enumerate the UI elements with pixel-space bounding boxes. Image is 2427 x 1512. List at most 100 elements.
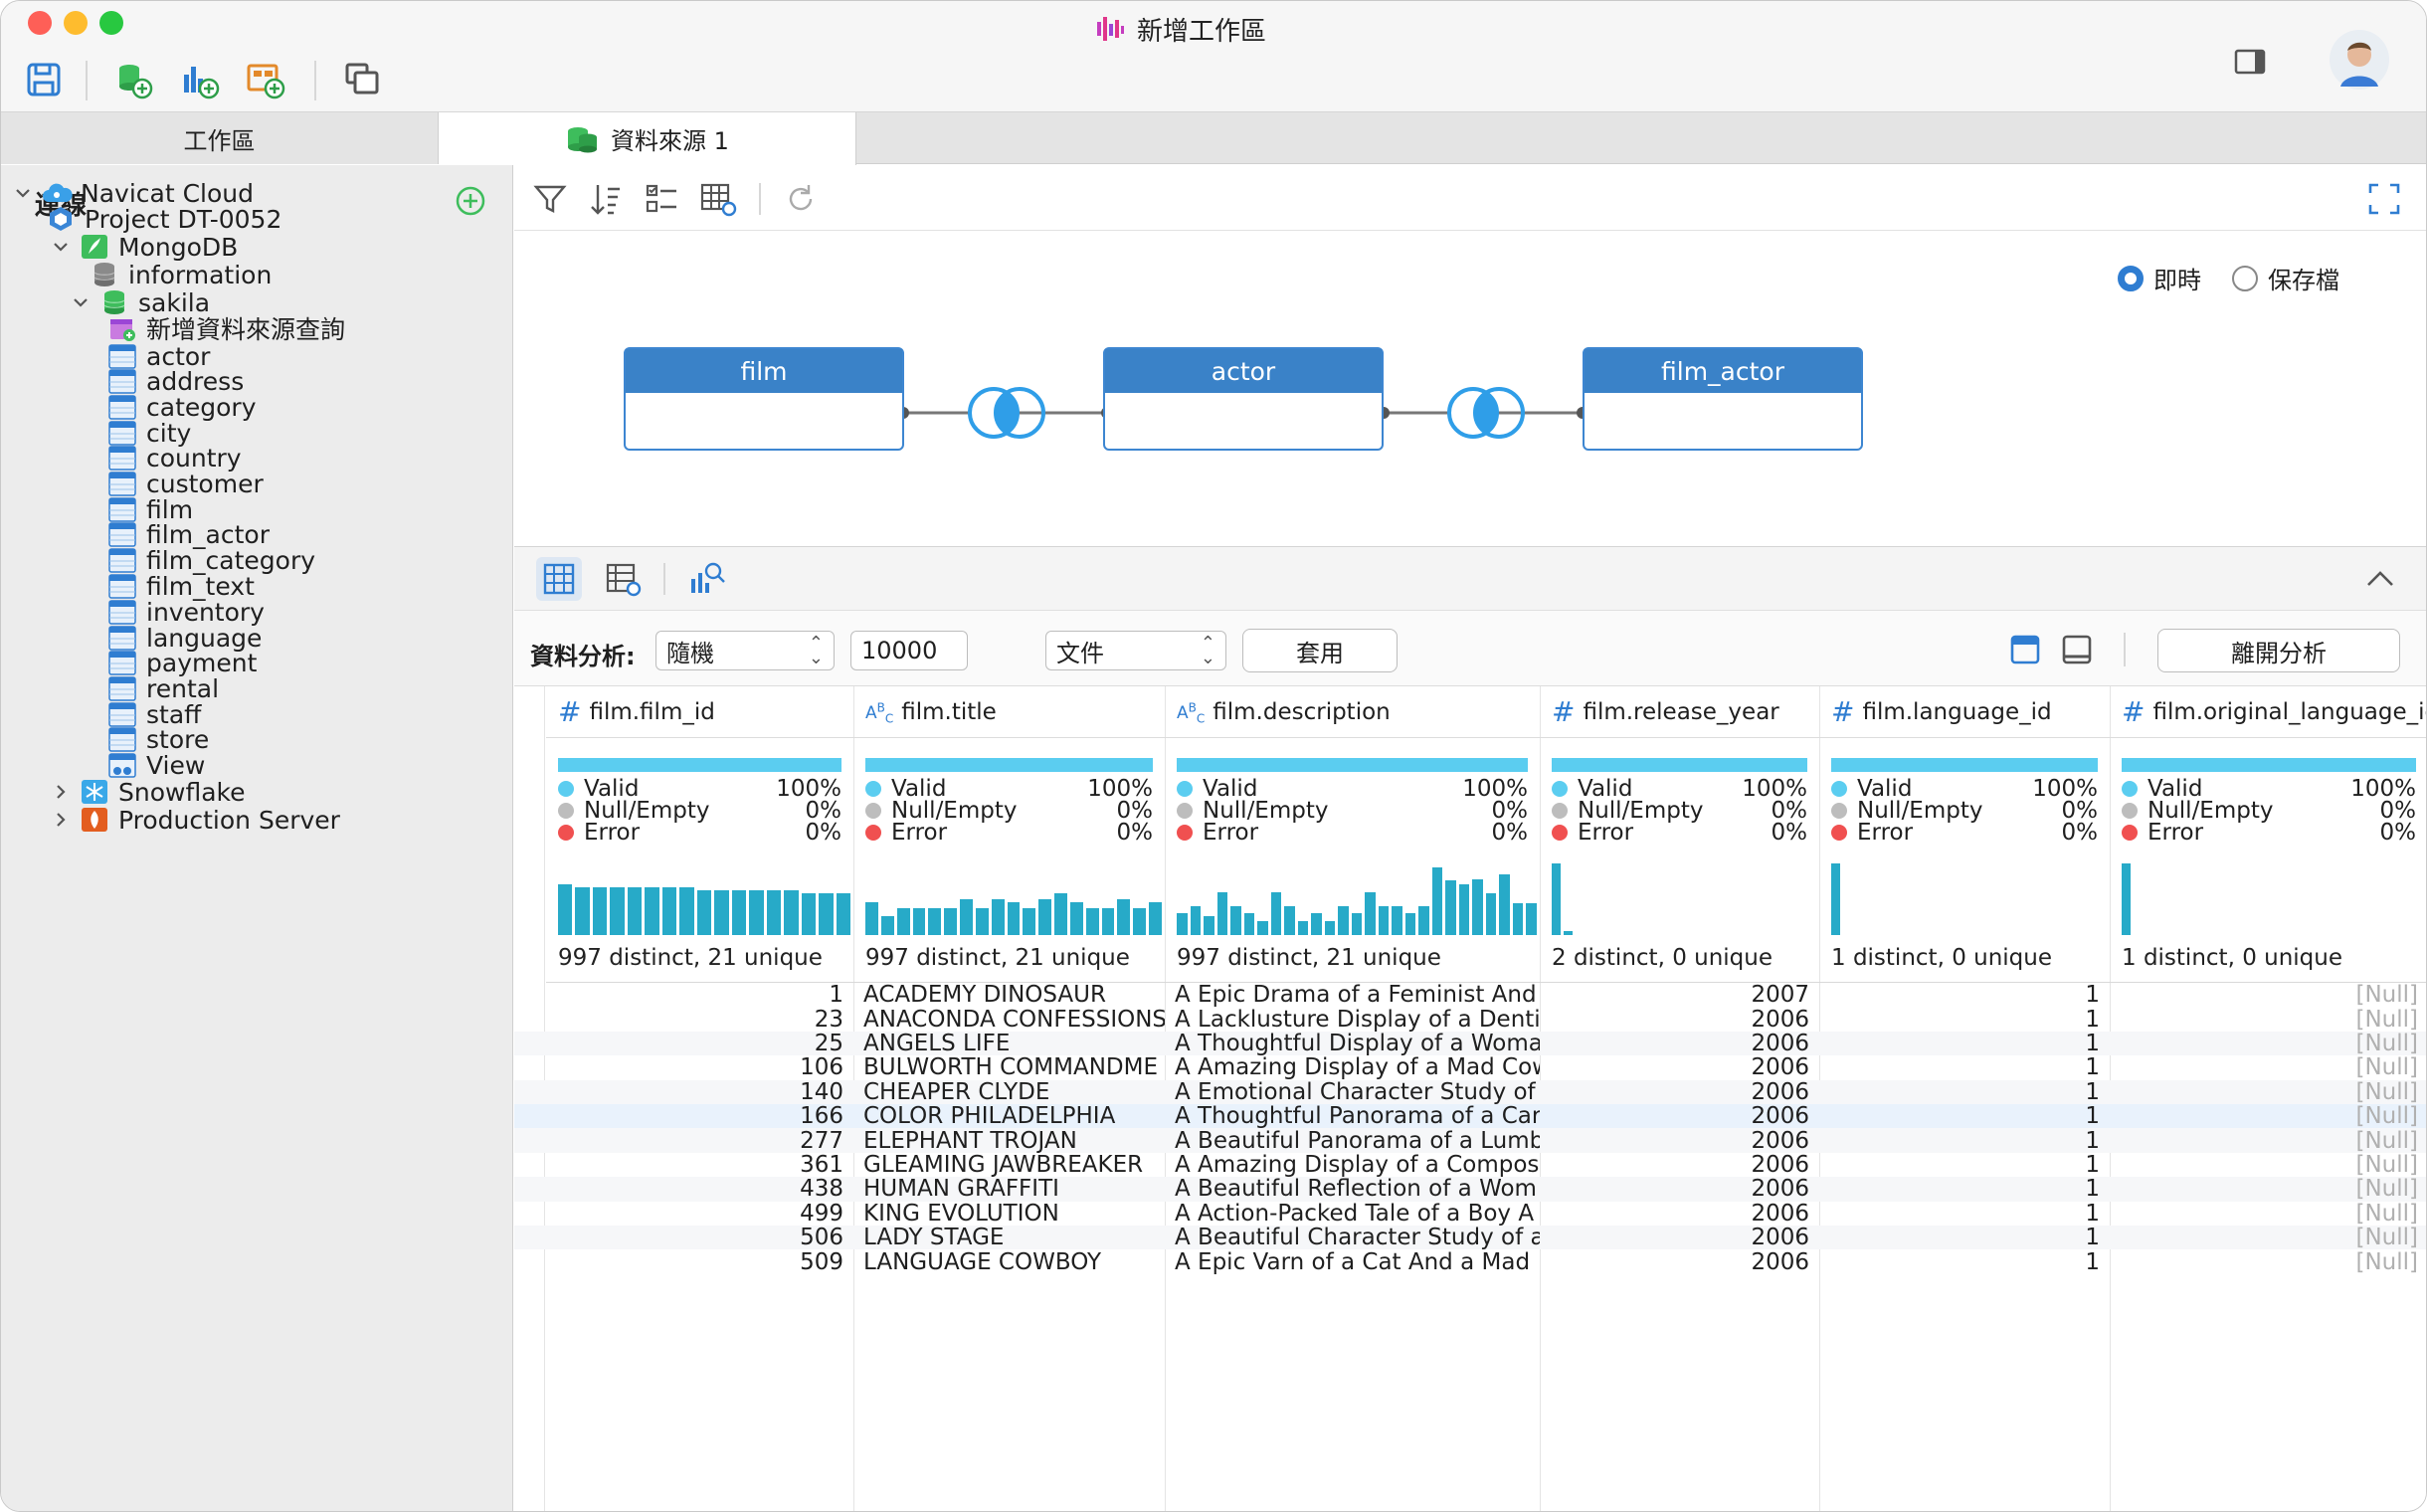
histogram-bar[interactable] xyxy=(912,907,926,935)
table-cell[interactable]: [Null] xyxy=(2355,1104,2418,1129)
tree-item[interactable]: category xyxy=(106,387,257,427)
histogram-bar[interactable] xyxy=(1378,906,1390,935)
table-row[interactable]: 106 BULWORTH COMMANDME A Amazing Display o… xyxy=(514,1055,2426,1080)
tree-item[interactable]: film xyxy=(106,489,193,529)
table-cell[interactable]: 1 xyxy=(2085,1128,2100,1153)
table-cell[interactable]: LANGUAGE COWBOY xyxy=(863,1249,1102,1274)
histogram-bar[interactable] xyxy=(1552,863,1561,935)
table-cell[interactable]: ANACONDA CONFESSIONS xyxy=(863,1007,1165,1032)
histogram-bar[interactable] xyxy=(880,916,894,935)
table-cell[interactable]: KING EVOLUTION xyxy=(863,1201,1059,1226)
column-header[interactable]: # film.language_id xyxy=(1819,686,2110,738)
fullscreen-icon[interactable] xyxy=(2366,181,2402,217)
column-header[interactable]: ABC film.description xyxy=(1165,686,1540,738)
histogram-bar[interactable] xyxy=(1392,906,1402,935)
table-cell[interactable]: A Beautiful Reflection of a Wom xyxy=(1175,1177,1537,1202)
tree-item[interactable]: information xyxy=(89,255,272,294)
table-cell[interactable]: A Amazing Display of a Compos xyxy=(1175,1152,1540,1178)
table-cell[interactable]: A Amazing Display of a Mad Cow xyxy=(1175,1055,1540,1080)
new-data-source-icon[interactable] xyxy=(112,59,154,100)
tree-item[interactable]: city xyxy=(106,413,191,453)
histogram-bar[interactable] xyxy=(896,907,910,935)
histogram-bar[interactable] xyxy=(696,890,712,935)
tree-item[interactable]: film_text xyxy=(106,566,255,606)
table-cell[interactable]: A Beautiful Panorama of a Lumb xyxy=(1175,1128,1540,1153)
table-cell[interactable]: 1 xyxy=(2085,1201,2100,1226)
table-cell[interactable]: 1 xyxy=(2085,1152,2100,1178)
histogram-bar[interactable] xyxy=(1204,916,1214,935)
histogram-bar[interactable] xyxy=(1831,863,1840,935)
close-window-button[interactable] xyxy=(28,11,52,35)
tree-item[interactable]: View xyxy=(106,745,205,785)
user-avatar[interactable] xyxy=(2329,29,2390,91)
column-header[interactable]: # film.film_id xyxy=(546,686,853,738)
table-cell[interactable]: A Epic Drama of a Feminist And a xyxy=(1175,983,1540,1008)
histogram-bar[interactable] xyxy=(1418,906,1429,935)
table-cell[interactable]: 2006 xyxy=(1751,1249,1809,1274)
mode-live[interactable]: 即時 xyxy=(2118,261,2201,295)
chevron-down-icon[interactable] xyxy=(51,237,71,257)
histogram-bar[interactable] xyxy=(1324,920,1336,935)
zoom-window-button[interactable] xyxy=(99,11,123,35)
table-cell[interactable]: 2006 xyxy=(1751,1031,1809,1056)
table-row[interactable]: 1 ACADEMY DINOSAUR A Epic Drama of a Femin… xyxy=(514,983,2426,1008)
histogram-bar[interactable] xyxy=(766,890,782,935)
table-cell[interactable]: 2006 xyxy=(1751,1128,1809,1153)
histogram-bar[interactable] xyxy=(1054,893,1067,935)
histogram-bar[interactable] xyxy=(1216,891,1228,935)
table-cell[interactable]: 166 xyxy=(800,1104,843,1129)
table-cell[interactable]: 1 xyxy=(2085,1226,2100,1250)
radio-unselected-icon[interactable] xyxy=(2232,265,2258,291)
chevron-down-icon[interactable] xyxy=(71,292,91,312)
table-cell[interactable]: COLOR PHILADELPHIA xyxy=(863,1104,1116,1129)
chevron-down-icon[interactable] xyxy=(13,183,33,203)
table-cell[interactable]: BULWORTH COMMANDME xyxy=(863,1055,1159,1080)
histogram-bar[interactable] xyxy=(731,890,747,935)
table-cell[interactable]: 361 xyxy=(800,1152,843,1178)
table-row[interactable]: 277 ELEPHANT TROJAN A Beautiful Panorama o… xyxy=(514,1128,2426,1153)
add-connection-icon[interactable] xyxy=(455,185,486,217)
table-cell[interactable]: A Emotional Character Study of a xyxy=(1175,1079,1540,1104)
histogram-bar[interactable] xyxy=(1458,884,1470,935)
table-row[interactable]: 509 LANGUAGE COWBOY A Epic Varn of a Cat A… xyxy=(514,1249,2426,1274)
table-row[interactable]: 166 COLOR PHILADELPHIA A Thoughtful Panora… xyxy=(514,1104,2426,1129)
table-cell[interactable]: 2006 xyxy=(1751,1226,1809,1250)
sample-size-input[interactable]: 10000 xyxy=(850,631,968,670)
histogram-bar[interactable] xyxy=(1117,898,1131,935)
table-cell[interactable]: 1 xyxy=(2085,1031,2100,1056)
histogram-bar[interactable] xyxy=(1284,906,1295,935)
table-cell[interactable]: 1 xyxy=(829,983,843,1008)
histogram-bar[interactable] xyxy=(928,907,942,935)
table-cell[interactable]: 1 xyxy=(2085,1177,2100,1202)
tree-item[interactable]: language xyxy=(106,618,262,658)
table-cell[interactable]: A Thoughtful Display of a Woman xyxy=(1175,1031,1540,1056)
refresh-icon[interactable] xyxy=(783,181,819,217)
table-cell[interactable]: A Beautiful Character Study of a xyxy=(1175,1226,1540,1250)
histogram-bar[interactable] xyxy=(1351,913,1363,935)
table-cell[interactable]: 140 xyxy=(800,1079,843,1104)
collapse-chevron-up-icon[interactable] xyxy=(2362,561,2398,597)
table-cell[interactable]: 1 xyxy=(2085,1055,2100,1080)
histogram-bar[interactable] xyxy=(592,887,608,935)
form-view-icon[interactable] xyxy=(600,557,646,601)
histogram-bar[interactable] xyxy=(1230,906,1241,935)
table-cell[interactable]: 1 xyxy=(2085,1079,2100,1104)
histogram-bar[interactable] xyxy=(1472,878,1483,935)
inner-join-icon[interactable] xyxy=(1441,385,1531,441)
tree-item[interactable]: Navicat Cloud xyxy=(13,173,254,213)
format-select[interactable]: 文件 ⌃ ⌄ xyxy=(1045,631,1226,670)
tree-item[interactable]: store xyxy=(106,719,209,759)
table-cell[interactable]: 509 xyxy=(800,1249,843,1274)
node-actor[interactable]: actor xyxy=(1103,347,1384,451)
histogram-bar[interactable] xyxy=(1243,913,1255,935)
inner-join-icon[interactable] xyxy=(962,385,1051,441)
table-cell[interactable]: [Null] xyxy=(2355,1079,2418,1104)
histogram-bar[interactable] xyxy=(2122,863,2131,935)
tab-workspace[interactable]: 工作區 xyxy=(1,112,439,164)
column-header[interactable]: # film.release_year xyxy=(1540,686,1819,738)
node-film[interactable]: film xyxy=(624,347,904,451)
histogram-bar[interactable] xyxy=(1297,920,1309,935)
histogram-bar[interactable] xyxy=(1485,893,1497,935)
histogram-bar[interactable] xyxy=(1007,901,1021,935)
tree-item[interactable]: staff xyxy=(106,694,201,734)
